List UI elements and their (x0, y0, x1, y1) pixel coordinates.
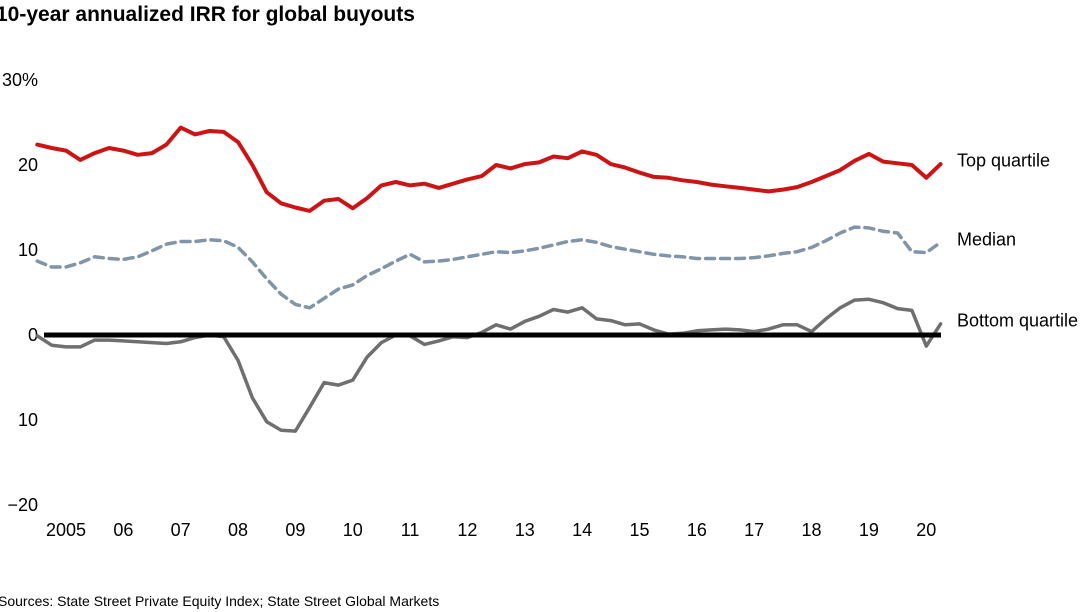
y-axis-tick-label: 0 (28, 325, 38, 345)
x-axis-tick-label: 2005 (46, 520, 86, 540)
x-axis-tick-label: 17 (744, 520, 764, 540)
x-axis-tick-label: 11 (401, 520, 420, 540)
x-axis-tick-label: 06 (113, 520, 133, 540)
series-line-median (35, 225, 943, 310)
y-axis-tick-label: 30% (2, 70, 38, 90)
x-axis-tick-label: 19 (859, 520, 879, 540)
x-axis-tick-label: 12 (457, 520, 477, 540)
y-axis-tick-label: 20 (18, 155, 38, 175)
x-axis-tick-label: 18 (802, 520, 822, 540)
x-axis-tick-label: 15 (629, 520, 649, 540)
x-axis-tick-label: 08 (228, 520, 248, 540)
series-line-bottom-quartile (35, 297, 943, 433)
legend-label-bottom-quartile: Bottom quartile (957, 310, 1079, 331)
y-axis-tick-label: 10 (18, 410, 38, 430)
legend-label-median: Median (957, 229, 1017, 250)
x-axis-tick-label: 09 (285, 520, 305, 540)
x-axis-tick-label: 10 (343, 520, 363, 540)
x-axis-tick-label: 16 (687, 520, 707, 540)
series-line-top-quartile (35, 125, 943, 213)
x-axis-tick-label: 13 (515, 520, 535, 540)
y-axis-tick-label: −20 (7, 495, 38, 515)
legend-label-top-quartile: Top quartile (957, 150, 1051, 171)
source-note: Sources: State Street Private Equity Ind… (0, 593, 440, 609)
x-axis-tick-label: 14 (572, 520, 592, 540)
chart-title: 10-year annualized IRR for global buyout… (0, 3, 415, 26)
x-axis-tick-label: 07 (171, 520, 191, 540)
y-axis-tick-label: 10 (18, 240, 38, 260)
x-axis-tick-label: 20 (916, 520, 936, 540)
